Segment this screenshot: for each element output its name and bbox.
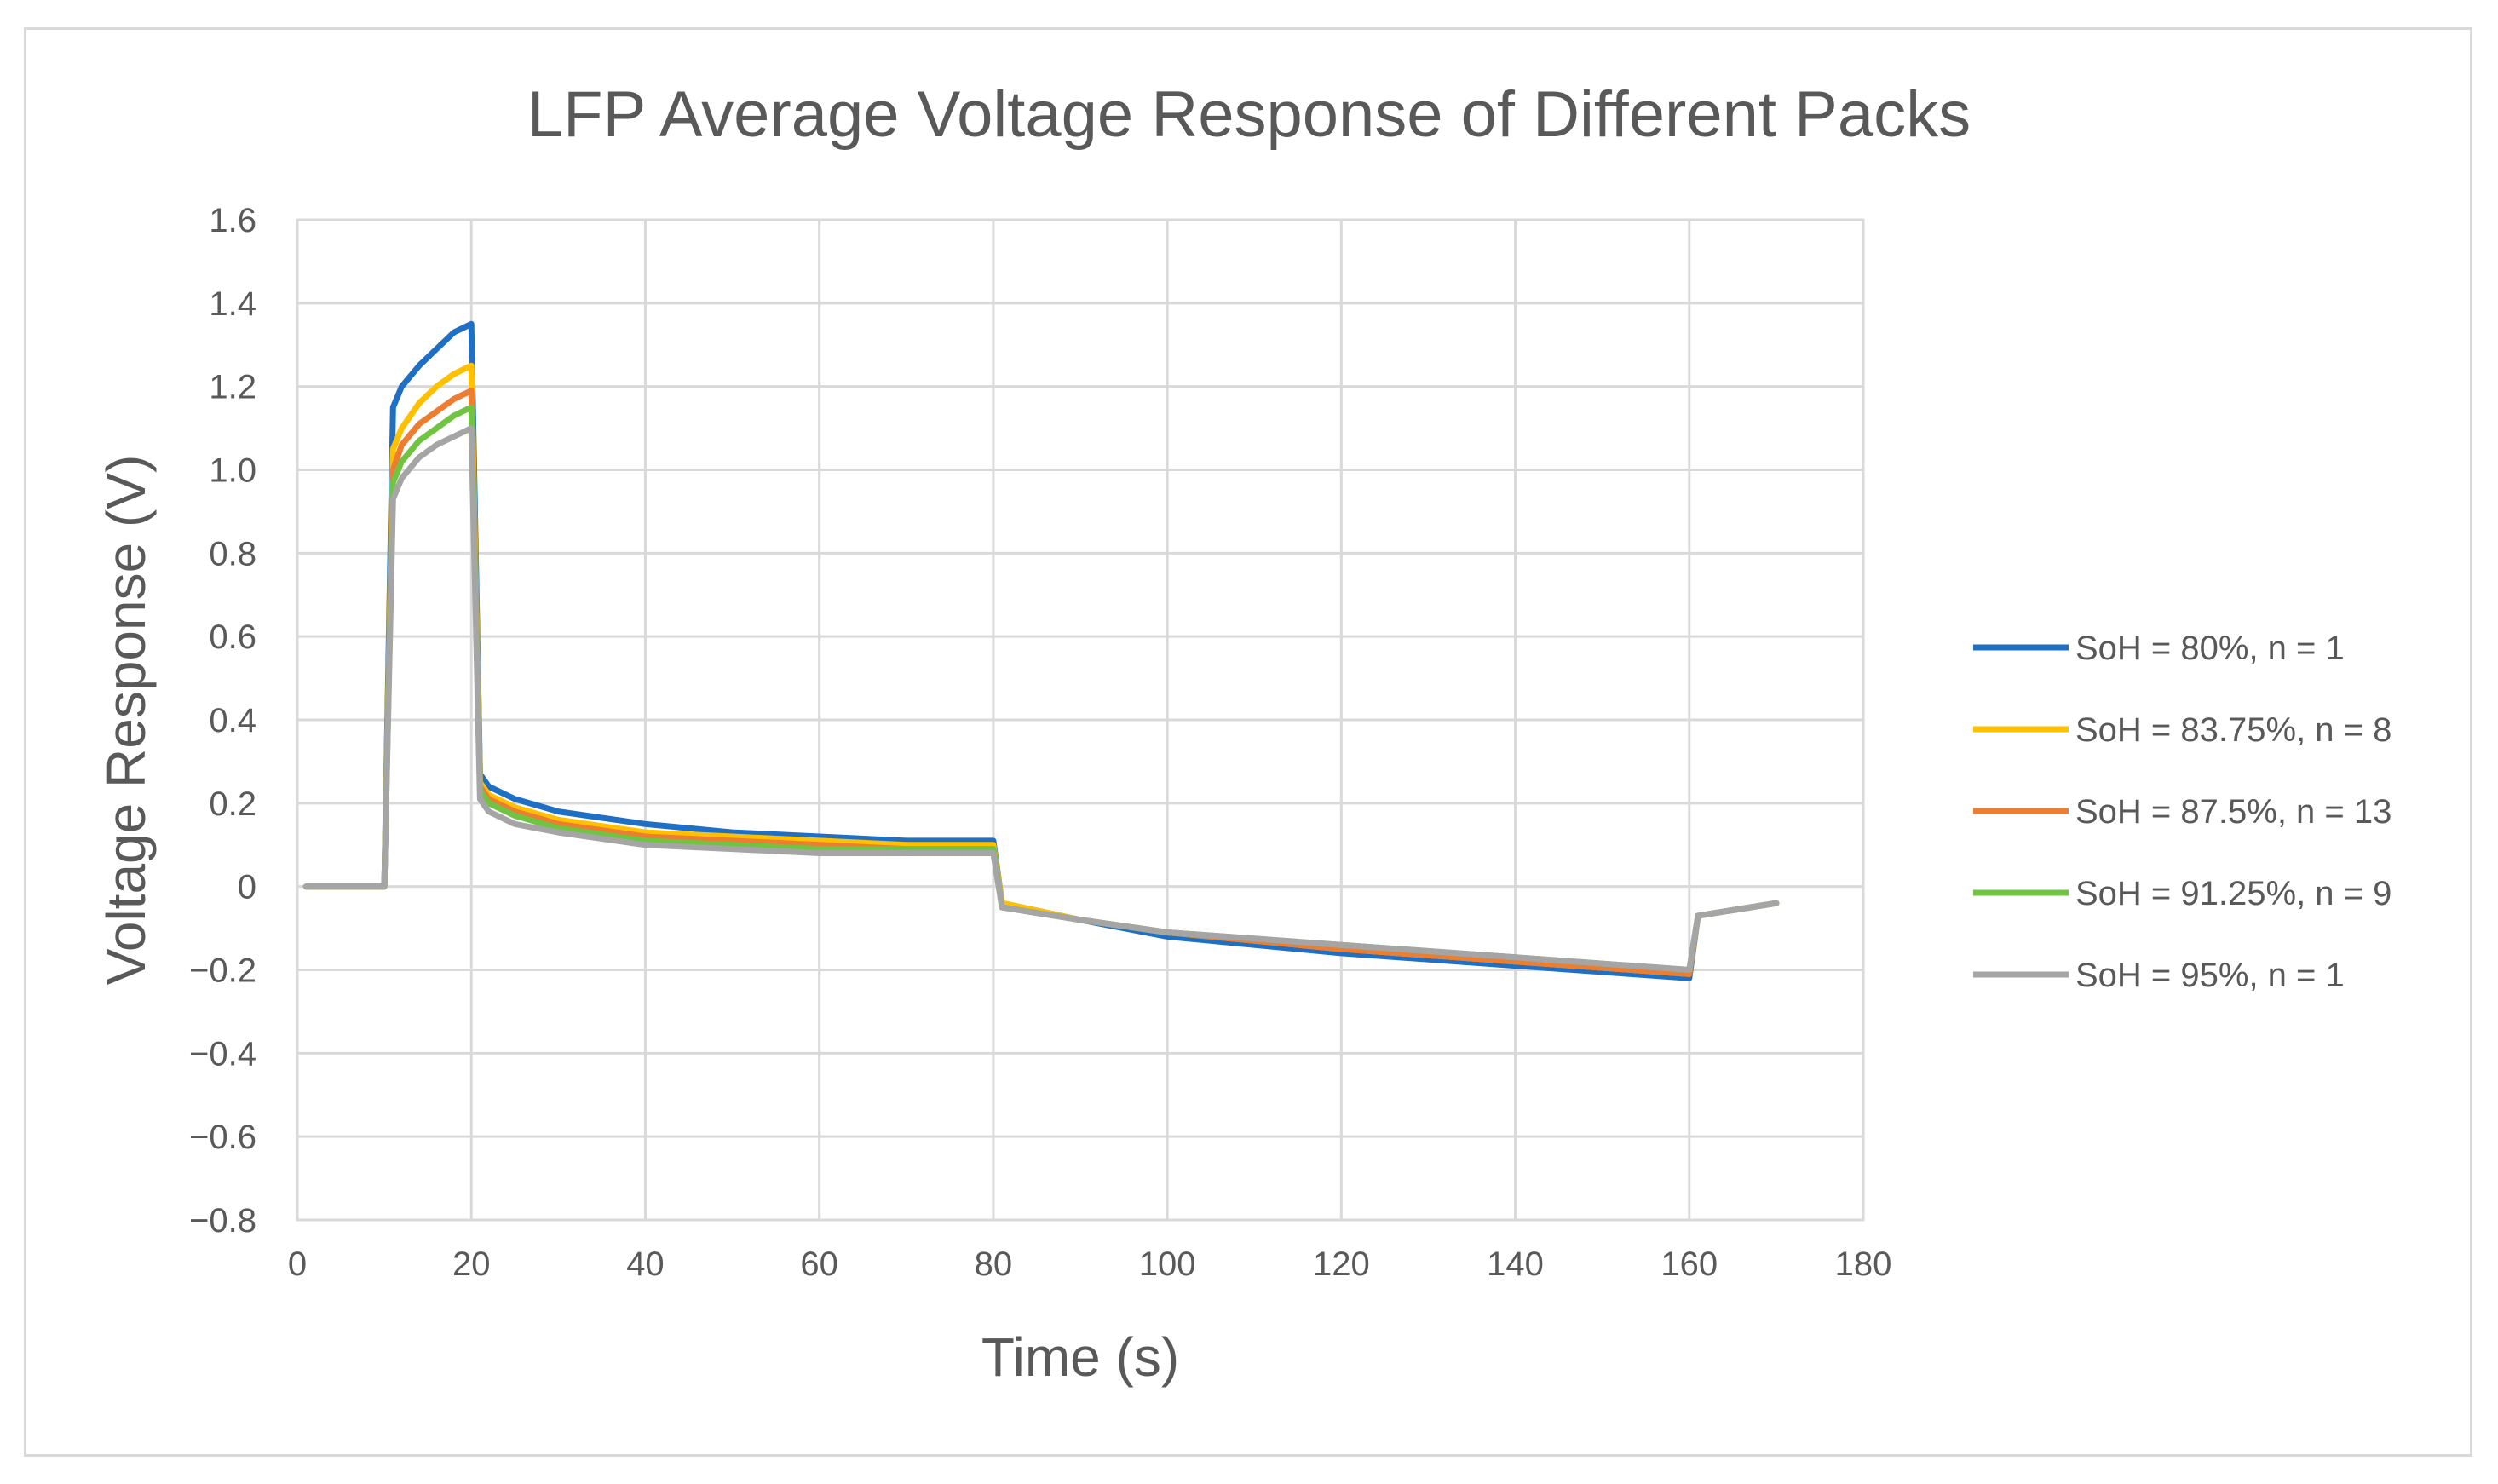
x-tick-label: 100 [1139,1245,1196,1283]
x-tick-label: 40 [626,1245,665,1283]
plot-area-border [296,218,1865,1222]
y-tick-label: 0.8 [209,535,256,572]
y-tick-label: −0.4 [189,1035,256,1073]
grid-lines [296,218,1865,1222]
legend-label-2: SoH = 83.75%, n = 8 [2075,711,2392,749]
y-tick-label: 1.6 [209,202,256,239]
y-axis-title: Voltage Response (V) [95,455,157,986]
series-line-5 [302,425,1780,973]
chart-frame [24,27,2472,1457]
legend-label-3: SoH = 87.5%, n = 13 [2075,793,2392,831]
legend-label-5: SoH = 95%, n = 1 [2075,957,2345,994]
x-tick-label: 120 [1313,1245,1370,1283]
series-line-1 [302,320,1780,981]
y-tick-label: 0.6 [209,618,256,656]
series-line-3 [302,388,1780,977]
y-tick-label: 0.2 [209,785,256,823]
y-tick-label: 1.0 [209,452,256,490]
chart-title: LFP Average Voltage Response of Differen… [527,78,1971,151]
x-axis-title: Time (s) [981,1326,1179,1388]
x-tick-label: 180 [1835,1245,1892,1283]
y-tick-label: −0.6 [189,1119,256,1156]
x-axis-ticks: 0 20 40 60 80 100 120 140 160 180 [288,1245,1892,1283]
series-line-2 [302,362,1780,977]
x-tick-label: 0 [288,1245,307,1283]
legend: SoH = 80%, n = 1 SoH = 83.75%, n = 8 SoH =… [1973,630,2392,994]
y-tick-label: 1.4 [209,285,256,323]
series-lines [302,320,1780,981]
x-tick-label: 80 [975,1245,1013,1283]
y-tick-label: 0 [238,869,256,906]
y-tick-label: −0.2 [189,952,256,990]
x-tick-label: 160 [1661,1245,1718,1283]
x-tick-label: 20 [452,1245,491,1283]
x-tick-label: 60 [800,1245,838,1283]
y-tick-label: −0.8 [189,1202,256,1240]
y-tick-label: 1.2 [209,369,256,406]
legend-label-4: SoH = 91.25%, n = 9 [2075,875,2392,912]
legend-label-1: SoH = 80%, n = 1 [2075,630,2345,667]
y-axis-ticks: −0.8 −0.6 −0.4 −0.2 0 0.2 0.4 0.6 0.8 1.0 1.2 1.4 1.… [189,202,256,1240]
x-tick-label: 140 [1487,1245,1544,1283]
y-tick-label: 0.4 [209,702,256,739]
